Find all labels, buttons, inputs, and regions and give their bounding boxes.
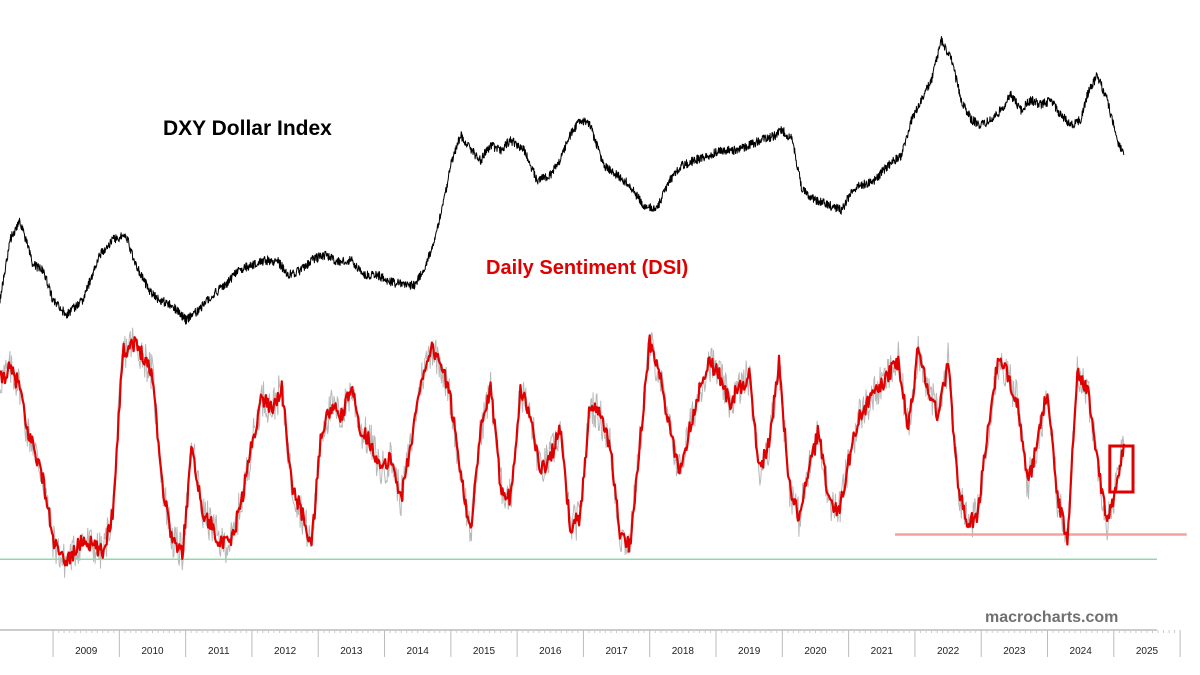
x-tick-label: 2018 bbox=[672, 646, 695, 657]
x-tick-label: 2021 bbox=[871, 646, 894, 657]
x-tick-label: 2013 bbox=[340, 646, 363, 657]
dxy-line bbox=[0, 36, 1125, 325]
x-tick-label: 2025 bbox=[1136, 646, 1159, 657]
dxy-series-label: DXY Dollar Index bbox=[163, 117, 332, 140]
x-tick-label: 2011 bbox=[208, 646, 230, 657]
watermark: macrocharts.com bbox=[985, 609, 1119, 626]
highlight-box bbox=[1108, 444, 1135, 494]
x-tick-label: 2012 bbox=[274, 646, 297, 657]
x-tick-label: 2019 bbox=[738, 646, 761, 657]
dsi-series bbox=[0, 334, 1125, 567]
x-axis: 2009 2010 2011 2012 2013 2014 2015 2016 2017 2018… bbox=[0, 629, 1181, 657]
x-tick-label: 2022 bbox=[937, 646, 960, 657]
x-tick-label: 2020 bbox=[804, 646, 827, 657]
x-tick-label: 2009 bbox=[75, 646, 98, 657]
dxy-series bbox=[0, 36, 1125, 325]
x-tick-label: 2010 bbox=[141, 646, 164, 657]
dsi-series-label: Daily Sentiment (DSI) bbox=[486, 257, 689, 279]
x-tick-label: 2024 bbox=[1070, 646, 1093, 657]
dsi-line bbox=[0, 334, 1125, 567]
x-tick-label: 2023 bbox=[1003, 646, 1026, 657]
x-tick-label: 2016 bbox=[539, 646, 562, 657]
x-tick-label: 2014 bbox=[407, 646, 430, 657]
x-tick-label: 2017 bbox=[605, 646, 628, 657]
x-tick-label: 2015 bbox=[473, 646, 496, 657]
